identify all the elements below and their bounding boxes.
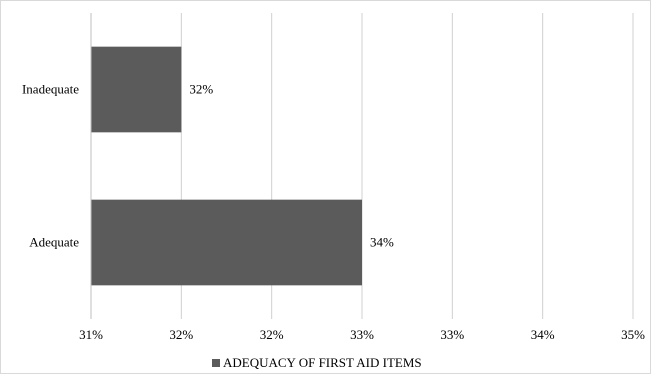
- bars: [91, 46, 362, 286]
- x-tick-label: 33%: [350, 327, 374, 342]
- x-tick-label: 32%: [260, 327, 284, 342]
- legend-label: ADEQUACY OF FIRST AID ITEMS: [223, 355, 422, 370]
- bar: [91, 199, 362, 286]
- data-label: 34%: [370, 235, 394, 250]
- x-tick-label: 32%: [169, 327, 193, 342]
- x-tick-label: 34%: [531, 327, 555, 342]
- x-tick-label: 31%: [79, 327, 103, 342]
- bar: [91, 46, 182, 133]
- category-label: Adequate: [29, 235, 79, 250]
- x-tick-label: 33%: [440, 327, 464, 342]
- legend: ADEQUACY OF FIRST AID ITEMS: [212, 355, 422, 370]
- labels: 31% 32% 32% 33% 33% 34% 35% Inadequate 32% Adequa…: [22, 82, 645, 343]
- legend-swatch: [212, 359, 220, 367]
- category-label: Inadequate: [22, 82, 79, 97]
- x-tick-label: 35%: [621, 327, 645, 342]
- data-label: 32%: [189, 82, 213, 97]
